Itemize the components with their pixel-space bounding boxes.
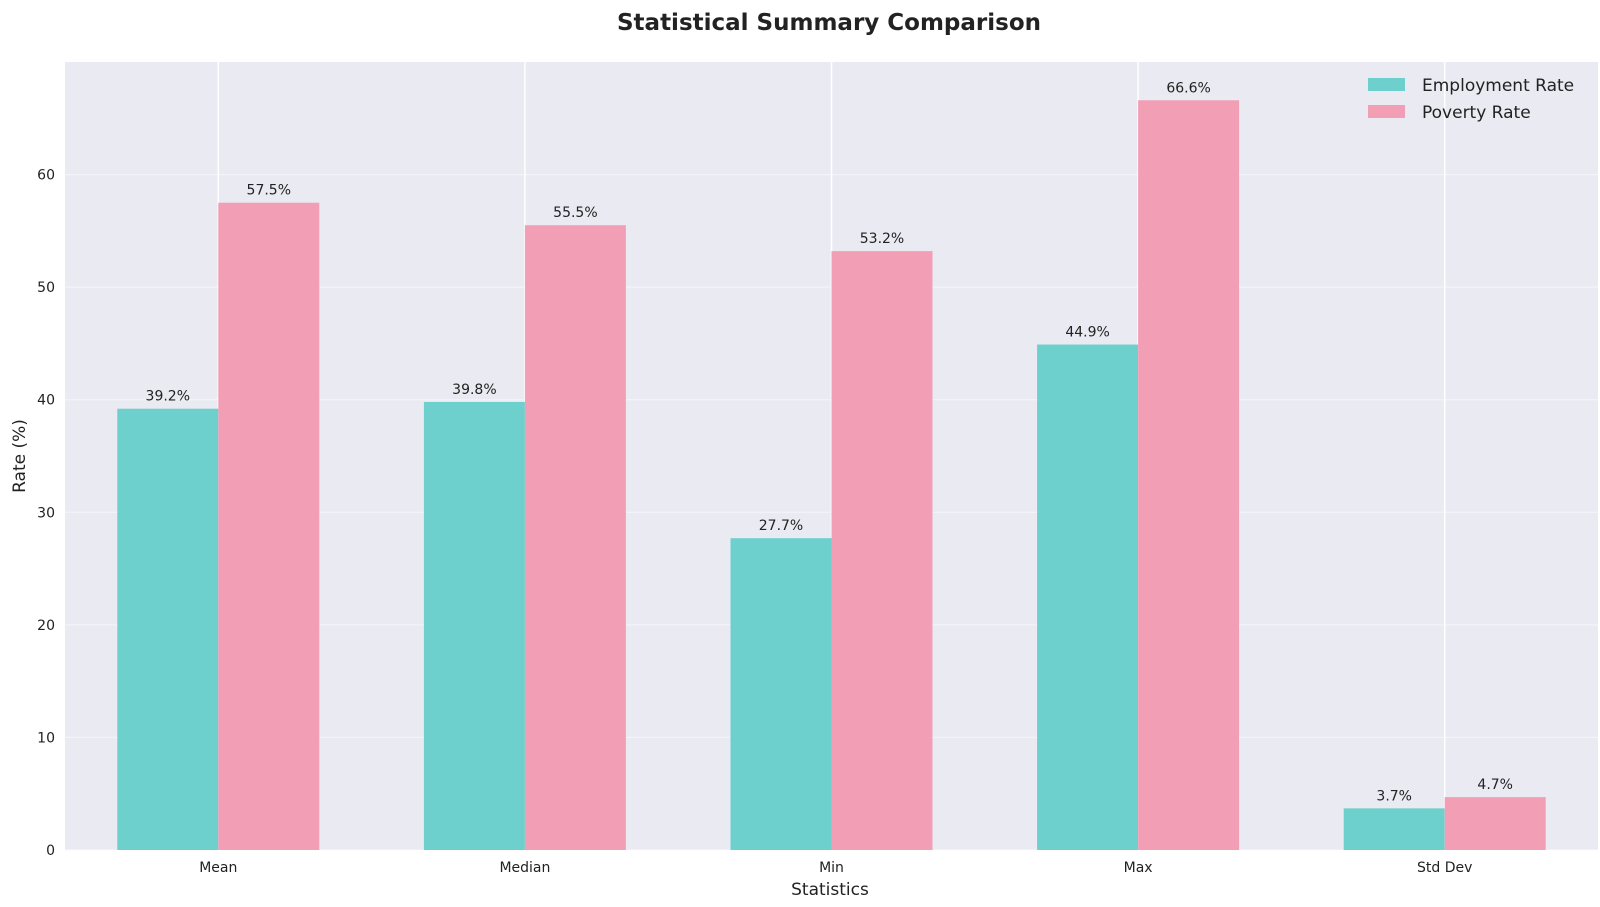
- legend-swatch: [1368, 78, 1405, 91]
- data-label: 55.5%: [553, 205, 597, 221]
- x-tick-label: Max: [1124, 860, 1153, 876]
- data-label: 66.6%: [1166, 80, 1210, 96]
- bars: [117, 100, 1546, 850]
- data-label: 3.7%: [1376, 788, 1412, 804]
- bar-employment-rate: [117, 408, 219, 850]
- x-tick-label: Mean: [199, 860, 237, 876]
- bar-poverty-rate: [1138, 100, 1240, 850]
- y-tick-label: 60: [37, 168, 55, 184]
- x-axis-label: Statistics: [791, 880, 869, 900]
- data-label: 44.9%: [1065, 325, 1109, 341]
- bar-employment-rate: [1037, 344, 1139, 850]
- data-label: 39.2%: [146, 389, 190, 405]
- data-labels: 39.2% 39.8% 27.7% 44.9% 3.7% 57.5% 55.5% 53.2% 6…: [146, 80, 1513, 804]
- bar-poverty-rate: [218, 202, 320, 850]
- legend-label: Poverty Rate: [1422, 103, 1531, 123]
- y-tick-label: 50: [37, 280, 55, 296]
- legend: Employment Rate Poverty Rate: [1368, 76, 1574, 123]
- legend-label: Employment Rate: [1422, 76, 1574, 96]
- x-tick-label: Min: [819, 860, 844, 876]
- bar-poverty-rate: [524, 225, 626, 850]
- data-label: 39.8%: [452, 382, 496, 398]
- x-tick-label: Median: [499, 860, 550, 876]
- data-label: 57.5%: [247, 183, 291, 199]
- y-tick-label: 20: [37, 618, 55, 634]
- y-tick-label: 30: [37, 505, 55, 521]
- bar-employment-rate: [730, 538, 832, 850]
- y-axis-label: Rate (%): [10, 419, 30, 493]
- y-tick-label: 0: [46, 843, 55, 859]
- data-label: 4.7%: [1477, 777, 1513, 793]
- bar-employment-rate: [1343, 808, 1445, 850]
- y-tick-label: 40: [37, 393, 55, 409]
- x-axis-ticks: Mean Median Min Max Std Dev: [199, 860, 1472, 876]
- data-label: 27.7%: [759, 518, 803, 534]
- bar-employment-rate: [423, 401, 525, 850]
- y-tick-label: 10: [37, 730, 55, 746]
- chart-title: Statistical Summary Comparison: [617, 10, 1041, 36]
- bar-poverty-rate: [1444, 797, 1546, 850]
- data-label: 53.2%: [860, 231, 904, 247]
- x-tick-label: Std Dev: [1417, 860, 1472, 876]
- legend-swatch: [1368, 105, 1405, 118]
- bar-poverty-rate: [831, 251, 933, 850]
- y-axis-ticks: 0 10 20 30 40 50 60: [37, 168, 55, 859]
